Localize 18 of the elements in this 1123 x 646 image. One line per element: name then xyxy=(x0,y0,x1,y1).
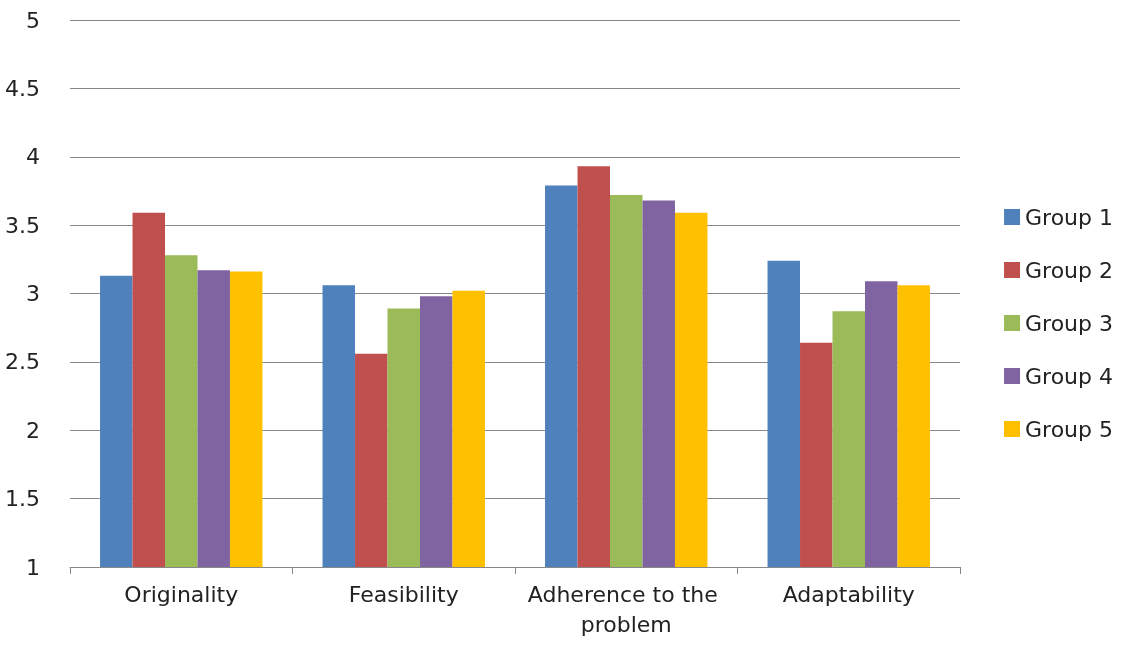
y-tick-label: 1 xyxy=(26,554,40,580)
legend-label: Group 3 xyxy=(1025,310,1113,336)
y-tick-label: 5 xyxy=(26,7,40,33)
y-tick-label: 1.5 xyxy=(5,486,40,512)
x-tick-label: Feasibility xyxy=(348,581,459,607)
y-tick-label: 2.5 xyxy=(5,349,40,375)
y-tick-label: 4.5 xyxy=(5,75,40,101)
y-tick-label: 3 xyxy=(26,281,40,306)
legend-label: Group 1 xyxy=(1025,204,1113,230)
x-tick-label: Adaptability xyxy=(782,581,915,607)
legend-label: Group 4 xyxy=(1025,363,1113,389)
legend-label: Group 5 xyxy=(1025,416,1113,442)
legend-label: Group 2 xyxy=(1025,257,1113,283)
x-tick-label: Adherence to the problem xyxy=(527,581,725,637)
y-tick-label: 3.5 xyxy=(5,212,40,238)
x-tick-label: Originality xyxy=(124,581,239,607)
y-tick-label: 4 xyxy=(26,144,40,170)
y-tick-label: 2 xyxy=(26,417,40,443)
